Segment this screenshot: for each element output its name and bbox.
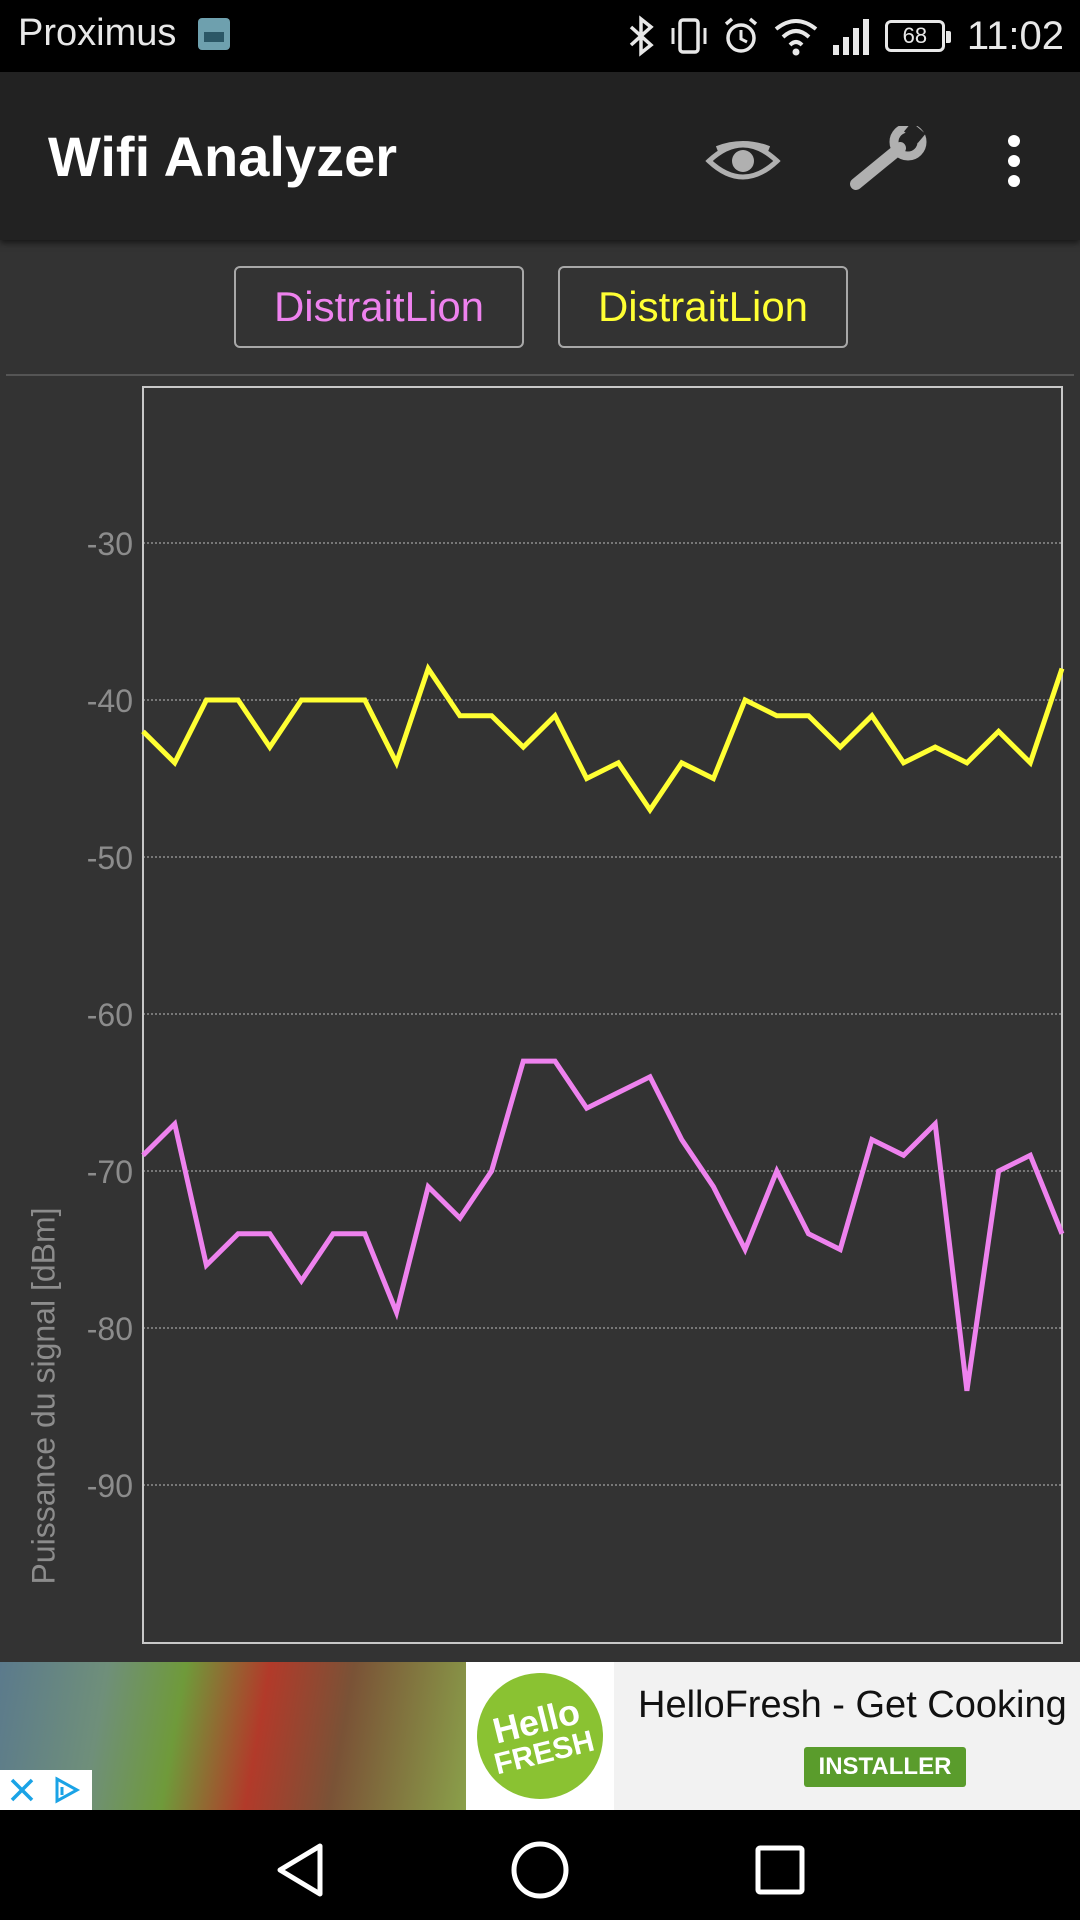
status-bar: Proximus 68 11:02 <box>0 0 1080 72</box>
battery-level: 68 <box>902 23 928 48</box>
alarm-icon <box>724 17 757 53</box>
ad-headline[interactable]: HelloFresh - Get Cooking <box>638 1684 1067 1726</box>
y-tick-label: -30 <box>87 526 133 562</box>
app-bar: Wifi Analyzer <box>0 72 1080 240</box>
battery-icon: 68 <box>884 20 951 52</box>
y-tick-label: -80 <box>87 1311 133 1347</box>
wifi-icon <box>774 19 818 56</box>
back-icon <box>277 1843 323 1897</box>
navigation-bar <box>0 1810 1080 1920</box>
y-tick-label: -40 <box>87 683 133 719</box>
install-button[interactable]: INSTALLER <box>804 1747 966 1787</box>
y-tick-label: -60 <box>87 997 133 1033</box>
vibrate-icon <box>671 18 707 54</box>
overflow-menu-button[interactable] <box>969 116 1059 206</box>
back-button[interactable] <box>260 1830 340 1910</box>
carrier-name: Proximus <box>18 12 177 54</box>
image-notification-icon <box>198 18 230 50</box>
wrench-icon <box>850 126 927 190</box>
bluetooth-icon <box>629 15 654 57</box>
y-tick-label: -90 <box>87 1468 133 1504</box>
adchoices-icon[interactable] <box>44 1770 88 1810</box>
hellofresh-logo: Hello FRESH <box>463 1662 617 1810</box>
recents-button[interactable] <box>740 1830 820 1910</box>
recents-icon <box>755 1845 805 1895</box>
chart-canvas: -30 -40 -50 -60 -70 -80 -90 <box>87 386 1065 1644</box>
y-tick-label: -70 <box>87 1154 133 1190</box>
ad-choices <box>0 1770 92 1810</box>
ad-banner[interactable]: Hello FRESH HelloFresh - Get Cooking INS… <box>0 1662 1080 1810</box>
home-icon <box>511 1841 569 1899</box>
eye-button[interactable] <box>698 116 788 206</box>
y-axis-label: Puissance du signal [dBm] <box>25 1207 62 1585</box>
legend-item-2[interactable]: DistraitLion <box>558 266 848 348</box>
series-line-2 <box>141 663 1065 815</box>
home-button[interactable] <box>500 1830 580 1910</box>
wrench-button[interactable] <box>842 116 932 206</box>
close-icon[interactable] <box>0 1770 44 1810</box>
y-tick-label: -50 <box>87 840 133 876</box>
clock: 11:02 <box>966 13 1064 58</box>
cell-signal-icon <box>832 19 869 55</box>
signal-chart: -30 -40 -50 -60 -70 -80 -90 Puissance du signa… <box>0 380 1080 1660</box>
plot-frame <box>142 386 1063 1644</box>
eye-icon <box>705 141 781 180</box>
page-title: Wifi Analyzer <box>48 125 398 188</box>
series-line-1 <box>141 1058 1065 1392</box>
legend-item-1[interactable]: DistraitLion <box>234 266 524 348</box>
divider <box>6 374 1074 376</box>
overflow-menu-icon <box>1008 135 1020 187</box>
